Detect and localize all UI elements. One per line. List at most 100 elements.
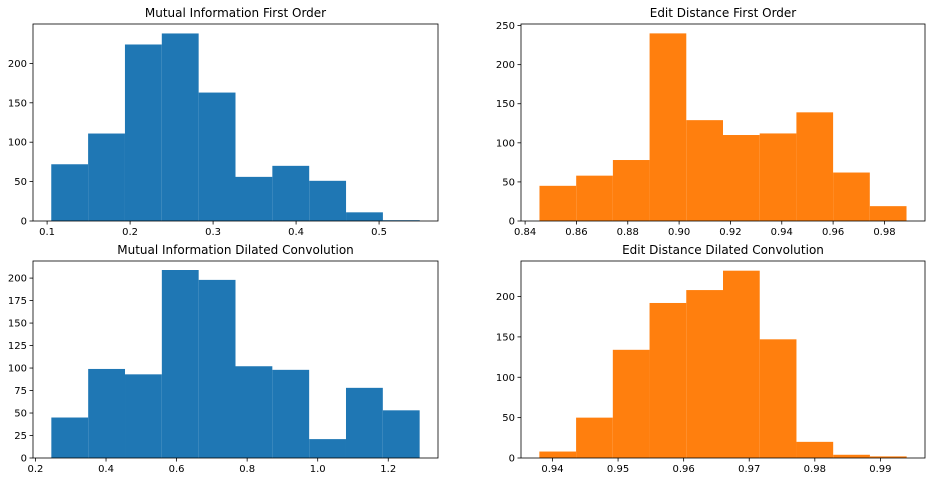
y-tick-label: 75 [14,386,27,397]
histogram-bar [759,133,797,221]
histogram-bar [88,368,126,458]
histogram-bar [235,176,273,221]
y-tick-label: 100 [8,364,27,375]
histogram-bar [309,439,346,458]
x-tick-label: 0.2 [122,227,138,238]
y-tick-label: 150 [8,319,27,330]
y-tick-label: 100 [496,138,515,149]
chart-mi-first-order: 0.1 0.2 0.3 0.4 0.5 0 50 100 150 200 Mutual Inform… [8,6,439,238]
histogram-bar [198,92,236,221]
y-tick-label: 250 [496,21,515,32]
histogram-bar [576,175,613,221]
histogram-bar [869,206,907,221]
x-tick-label: 0.95 [607,464,629,475]
histogram-bar [51,417,89,458]
y-tick-label: 150 [496,99,515,110]
axes-frame [520,23,926,222]
histogram-bar [869,456,907,458]
histogram-bar [346,212,383,221]
y-tick-label: 150 [8,98,27,109]
histogram-bar [796,441,834,458]
histogram-bar [309,180,347,221]
y-tick-label: 0 [509,454,515,465]
x-tick-label: 1.0 [310,464,326,475]
x-tick-label: 0.98 [804,464,826,475]
y-tick-label: 25 [14,431,27,442]
y-tick-label: 200 [496,292,515,303]
x-tick-label: 0.96 [673,464,695,475]
histogram-bar [612,160,650,221]
x-tick-label: 0.92 [719,227,741,238]
chart-ed-dilated: 0.94 0.95 0.96 0.97 0.98 0.99 0 50 100 150 200 Edit… [496,243,926,475]
histogram-bar [235,366,273,458]
histogram-bar [686,290,723,458]
x-tick-label: 0.4 [98,464,114,475]
y-tick-label: 200 [8,274,27,285]
x-tick-label: 0.97 [738,464,760,475]
x-tick-label: 0.2 [28,464,44,475]
x-tick-label: 0.96 [822,227,844,238]
y-tick-label: 100 [496,373,515,384]
histogram-bar [382,410,420,458]
histogram-bar [125,374,162,458]
x-tick-label: 0.94 [771,227,793,238]
y-tick-label: 50 [502,413,515,424]
chart-title: Mutual Information Dilated Convolution [117,243,354,257]
y-tick-label: 150 [496,332,515,343]
chart-mi-dilated: 0.2 0.4 0.6 0.8 1.0 1.2 0 25 50 75 100 125 150 175 200… [8,243,439,475]
chart-ed-first-order: 0.84 0.86 0.88 0.90 0.92 0.94 0.96 0.98 0 50 100 15… [496,6,926,238]
histogram-bar [161,33,199,222]
x-tick-label: 0.98 [873,227,895,238]
x-tick-label: 0.90 [668,227,690,238]
y-tick-label: 0 [21,454,27,465]
histogram-bar [272,369,310,458]
axes-frame [32,260,439,459]
histogram-bar [161,270,199,458]
histogram-bar [686,120,723,221]
x-tick-label: 0.94 [541,464,563,475]
chart-title: Mutual Information First Order [145,6,326,20]
histogram-bar [612,349,650,458]
histogram-bar [833,172,870,221]
x-tick-label: 0.8 [239,464,255,475]
histogram-bar [345,387,383,458]
y-tick-label: 50 [14,409,27,420]
y-tick-label: 50 [502,177,515,188]
x-tick-label: 0.1 [39,227,55,238]
histogram-bar [576,417,613,458]
histogram-bar [272,165,310,221]
y-tick-label: 125 [8,341,27,352]
axes-frame [520,260,926,459]
chart-title: Edit Distance Dilated Convolution [622,243,824,257]
y-tick-label: 0 [509,217,515,228]
x-tick-label: 0.5 [371,227,387,238]
y-tick-label: 50 [14,177,27,188]
histogram-bar [539,185,577,221]
histogram-bar [723,135,760,221]
histogram-bar [198,279,236,458]
histogram-bar [833,454,870,458]
histogram-bar [649,302,687,458]
y-tick-label: 175 [8,296,27,307]
histogram-bar [649,33,687,221]
histogram-bar [759,339,797,458]
x-tick-label: 0.3 [205,227,221,238]
x-tick-label: 0.84 [514,227,536,238]
histogram-bar [539,451,577,458]
y-tick-label: 200 [496,60,515,71]
x-tick-label: 0.4 [288,227,304,238]
x-tick-label: 0.99 [869,464,891,475]
histogram-bar [88,133,125,221]
histogram-bar [723,270,760,458]
histogram-bar [796,112,834,221]
y-tick-label: 200 [8,59,27,70]
chart-title: Edit Distance First Order [650,6,797,20]
histogram-bar [51,164,89,221]
x-tick-label: 1.2 [380,464,396,475]
x-tick-label: 0.86 [565,227,587,238]
x-tick-label: 0.6 [169,464,185,475]
x-tick-label: 0.88 [617,227,639,238]
y-tick-label: 0 [21,217,27,228]
axes-frame [32,23,439,222]
